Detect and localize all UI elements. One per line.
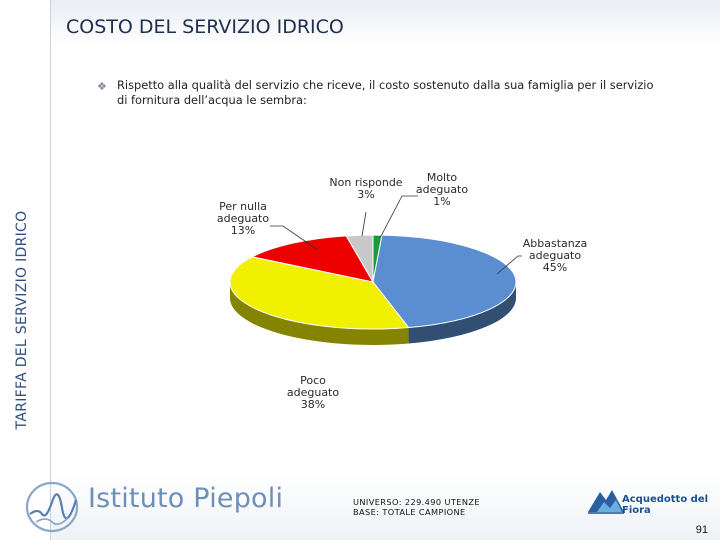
sidebar-divider — [50, 0, 51, 540]
slice-value-label-3: 13% — [231, 224, 255, 237]
base-text: BASE: TOTALE CAMPIONE — [353, 507, 466, 517]
slice-name-0-1: adeguato — [416, 183, 468, 196]
left-sidebar — [0, 0, 50, 540]
page-number: 91 — [695, 524, 708, 536]
slice-name-0-0: Molto — [427, 171, 458, 184]
slice-value-label-1: 45% — [543, 261, 567, 274]
slice-name-3-0: Per nulla — [219, 200, 267, 213]
slice-name-4-0: Non risponde — [329, 176, 402, 189]
pie-slice-side-1 — [408, 282, 516, 344]
slice-value-label-4: 3% — [357, 188, 374, 201]
acquedotto-logo-icon — [588, 490, 624, 514]
pie-slice-2 — [229, 256, 410, 330]
header-band — [51, 0, 720, 46]
survey-question: Rispetto alla qualità del servizio che r… — [117, 78, 654, 107]
piepoli-logo-icon — [25, 481, 79, 533]
slice-name-2-1: adeguato — [287, 386, 339, 399]
slice-value-label-2: 38% — [301, 398, 325, 411]
bullet-icon: ❖ — [97, 81, 107, 93]
sample-info: UNIVERSO: 229.490 UTENZE BASE: TOTALE CA… — [353, 497, 480, 517]
slice-name-1-1: adeguato — [529, 249, 581, 262]
pie-slice-3 — [250, 235, 374, 283]
universe-text: UNIVERSO: 229.490 UTENZE — [353, 497, 480, 507]
page-title: COSTO DEL SERVIZIO IDRICO — [66, 16, 344, 38]
pie-slice-1 — [372, 234, 517, 329]
acquedotto-logo-text: Acquedotto del Fiora — [622, 494, 709, 516]
pie-slice-4 — [345, 234, 374, 284]
slice-value-label-0: 1% — [433, 195, 450, 208]
leader-line-4 — [361, 211, 367, 237]
slice-name-3-1: adeguato — [217, 212, 269, 225]
leader-line-1 — [496, 255, 522, 275]
slice-name-1-0: Abbastanza — [523, 237, 588, 250]
slice-name-2-0: Poco — [300, 374, 326, 387]
leader-line-3 — [270, 225, 319, 251]
piepoli-logo-text: Istituto Piepoli — [88, 483, 284, 514]
leader-line-0 — [379, 195, 418, 239]
